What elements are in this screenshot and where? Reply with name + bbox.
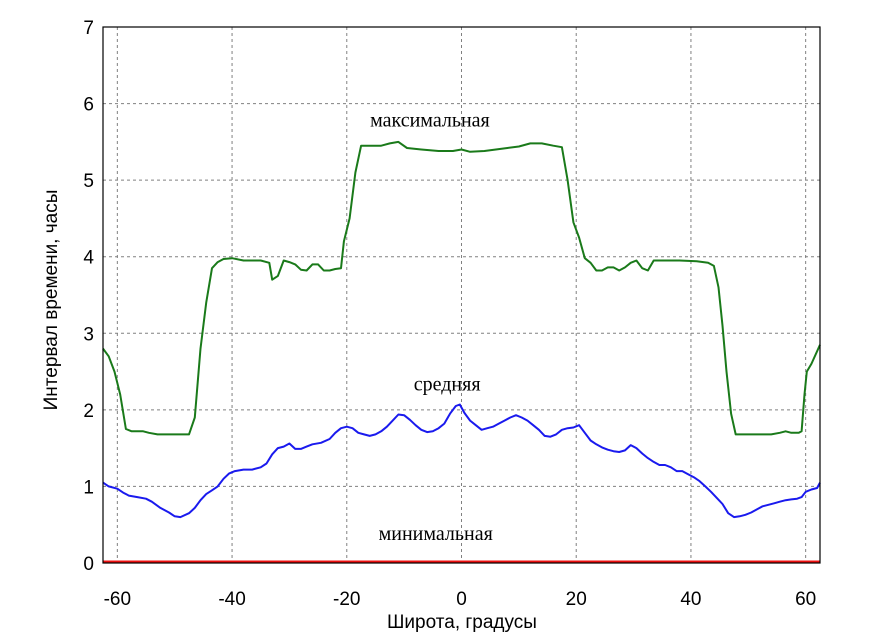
- y-tick-label: 2: [83, 401, 94, 422]
- series-annotation: минимальная: [379, 523, 493, 545]
- y-tick-label: 3: [83, 324, 94, 345]
- x-tick-label: -60: [104, 589, 131, 610]
- x-tick-label: 20: [566, 589, 587, 610]
- y-tick-label: 5: [83, 171, 94, 192]
- series-lines: [102, 140, 821, 563]
- y-tick-label: 4: [83, 248, 94, 269]
- x-tick-label: -40: [218, 589, 245, 610]
- series-line: [102, 403, 821, 519]
- x-tick-label: 40: [680, 589, 701, 610]
- y-tick-label: 6: [83, 95, 94, 116]
- plot-frame: [102, 26, 821, 564]
- x-tick-labels: -60 -40 -20 0 20 40 60: [104, 589, 817, 610]
- series-line: [102, 140, 821, 436]
- x-axis-label: Широта, градусы: [387, 612, 537, 633]
- series-annotation: средняя: [414, 374, 481, 396]
- y-tick-label: 0: [83, 554, 94, 575]
- x-tick-label: 60: [795, 589, 816, 610]
- y-tick-label: 7: [83, 18, 94, 39]
- y-axis-label: Интервал времени, часы: [41, 190, 62, 411]
- y-tick-label: 1: [83, 477, 94, 498]
- series-annotations: максимальная средняя минимальная: [370, 110, 493, 545]
- y-tick-labels: 0 1 2 3 4 5 6 7: [83, 18, 94, 575]
- x-tick-label: -20: [333, 589, 360, 610]
- grid: [103, 26, 820, 564]
- series-annotation: максимальная: [370, 110, 490, 132]
- x-tick-label: 0: [456, 589, 467, 610]
